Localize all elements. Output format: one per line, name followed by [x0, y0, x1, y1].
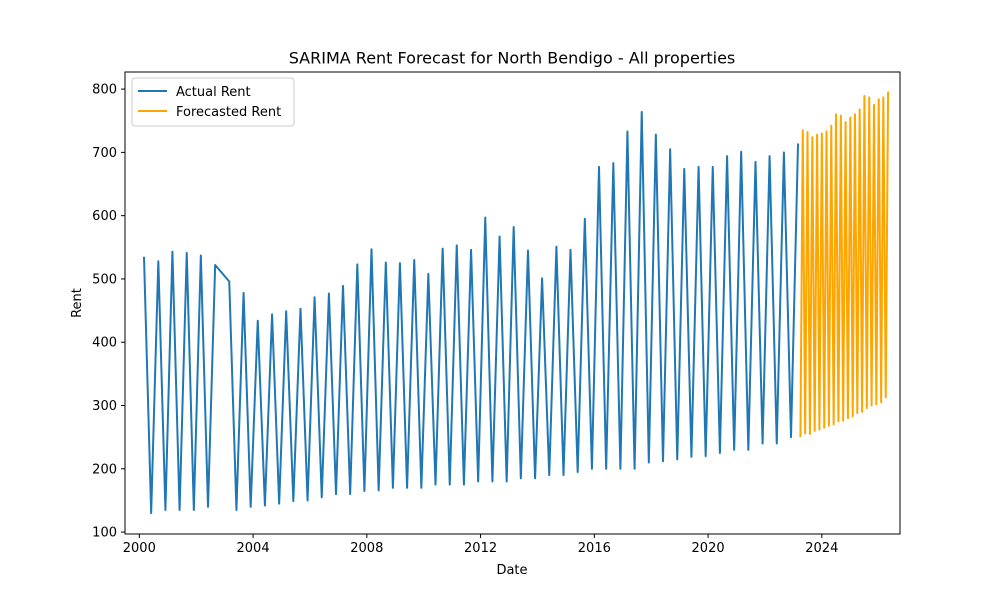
y-tick-label: 600	[92, 209, 117, 224]
y-tick-label: 400	[92, 336, 117, 351]
x-tick-label: 2004	[237, 541, 270, 556]
plot-frame	[124, 71, 901, 535]
x-tick-label: 2012	[464, 541, 497, 556]
y-tick-label: 800	[92, 83, 117, 98]
series-line-forecasted-rent	[799, 91, 890, 438]
x-tick-label: 2020	[692, 541, 725, 556]
x-tick-label: 2024	[805, 541, 838, 556]
y-tick-label: 100	[92, 526, 117, 541]
legend-label-forecast: Forecasted Rent	[176, 105, 281, 120]
y-tick-label: 700	[92, 146, 117, 161]
x-tick-label: 2008	[350, 541, 383, 556]
legend-label-actual: Actual Rent	[176, 85, 251, 100]
legend: Actual Rent Forecasted Rent	[131, 77, 295, 127]
legend-box	[131, 77, 295, 127]
y-tick-label: 200	[92, 462, 117, 477]
y-tick-label: 500	[92, 272, 117, 287]
x-axis-label: Date	[496, 563, 527, 578]
ticks-layer: 2000 2004 2008 2012 2016 2020 2024 100 200 300 400…	[92, 83, 838, 556]
x-tick-label: 2000	[123, 541, 156, 556]
chart-title: SARIMA Rent Forecast for North Bendigo -…	[289, 49, 736, 68]
y-tick-label: 300	[92, 399, 117, 414]
y-axis-label: Rent	[70, 288, 85, 318]
series-layer	[143, 91, 890, 515]
series-line-actual-rent	[143, 110, 800, 515]
x-tick-label: 2016	[578, 541, 611, 556]
